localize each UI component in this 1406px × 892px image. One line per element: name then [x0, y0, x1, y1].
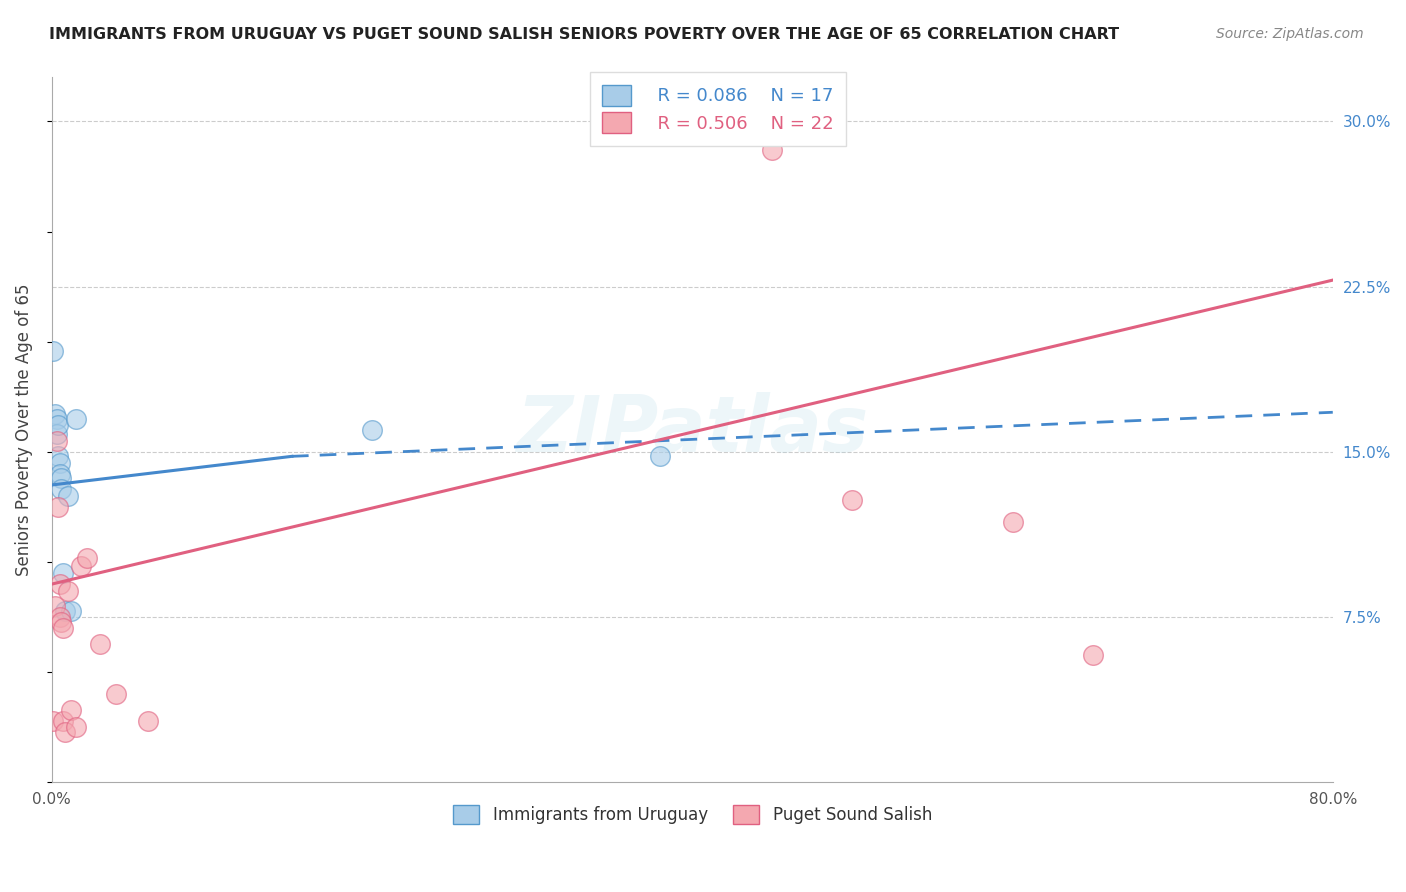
Point: [51, 471, 73, 485]
Text: Source: ZipAtlas.com: Source: ZipAtlas.com: [1216, 27, 1364, 41]
Point: [46, 418, 69, 433]
Point: [53, 603, 76, 617]
Point: [45, 427, 67, 442]
Point: [49, 610, 72, 624]
Point: [650, 450, 672, 464]
Y-axis label: Seniors Poverty Over the Age of 65: Seniors Poverty Over the Age of 65: [15, 284, 32, 576]
Point: [1001, 516, 1024, 530]
Point: [89, 636, 111, 650]
Point: [51, 483, 73, 497]
Point: [49, 456, 72, 470]
Point: [49, 577, 72, 591]
Point: [59, 603, 82, 617]
Point: [56, 583, 79, 598]
Point: [76, 550, 98, 565]
Point: [361, 423, 384, 437]
Point: [42, 343, 65, 358]
Point: [104, 687, 127, 701]
Point: [46, 450, 69, 464]
Point: [46, 500, 69, 514]
Point: [52, 566, 75, 580]
Point: [69, 559, 91, 574]
Point: [841, 493, 863, 508]
Point: [761, 143, 783, 157]
Point: [45, 412, 67, 426]
Point: [44, 408, 66, 422]
Point: [51, 615, 73, 629]
Point: [65, 720, 87, 734]
Point: [52, 714, 75, 728]
Point: [45, 434, 67, 448]
Point: [42, 714, 65, 728]
Point: [44, 599, 66, 614]
Legend: Immigrants from Uruguay, Puget Sound Salish: Immigrants from Uruguay, Puget Sound Sal…: [443, 795, 942, 834]
Point: [49, 467, 72, 481]
Point: [52, 621, 75, 635]
Text: ZIPatlas: ZIPatlas: [516, 392, 869, 468]
Point: [136, 714, 159, 728]
Point: [53, 724, 76, 739]
Point: [56, 489, 79, 503]
Text: IMMIGRANTS FROM URUGUAY VS PUGET SOUND SALISH SENIORS POVERTY OVER THE AGE OF 65: IMMIGRANTS FROM URUGUAY VS PUGET SOUND S…: [49, 27, 1119, 42]
Point: [65, 412, 87, 426]
Point: [59, 703, 82, 717]
Point: [1081, 648, 1104, 662]
